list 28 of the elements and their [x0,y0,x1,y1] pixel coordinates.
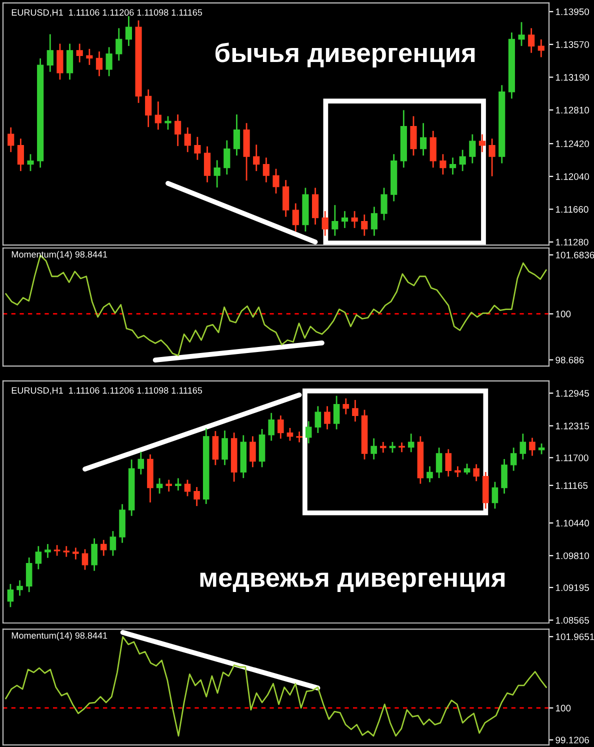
chart-title: Momentum(14) 98.8441 [12,250,108,260]
y-tick-label: 1.11660 [556,206,588,213]
text: EURUSD,H1 1.11106 1.11206 1.11098 1.11165 [12,9,202,17]
annotation: бычья дивергенция [215,42,475,68]
y-tick-label: 1.12040 [556,173,590,180]
y-tick-label: 1.09810 [556,552,590,560]
chart-title: Momentum(14) 98.8441 [12,632,108,641]
y-tick-label: 1.11700 [556,454,588,462]
y-tick-label: 100 [556,704,571,712]
text: EURUSD,H1 1.11106 1.11206 1.11098 1.11165 [12,387,202,395]
y-tick-label: 1.11165 [556,482,588,489]
y-tick-label: 1.11280 [556,238,588,246]
y-tick-label: 1.09195 [556,584,589,592]
y-tick-label: 1.12945 [556,390,589,397]
y-tick-label: 98.686 [556,356,584,364]
y-tick-label: 1.12315 [556,422,589,430]
y-tick-label: 1.12420 [556,140,590,148]
y-tick-label: 1.13190 [556,74,590,81]
y-tick-label: 1.13570 [556,41,590,48]
y-tick-label: 101.9651 [556,633,594,640]
y-tick-label: 1.13950 [556,8,590,16]
y-tick-label: 1.12810 [556,106,590,114]
annotation: медвежья дивергенция [200,572,505,592]
y-tick-label: 101.6836 [556,252,594,258]
y-tick-label: 1.08565 [556,616,589,624]
y-tick-label: 100 [556,310,571,318]
y-tick-label: 99.1206 [556,736,589,744]
y-tick-label: 1.10440 [556,520,590,526]
